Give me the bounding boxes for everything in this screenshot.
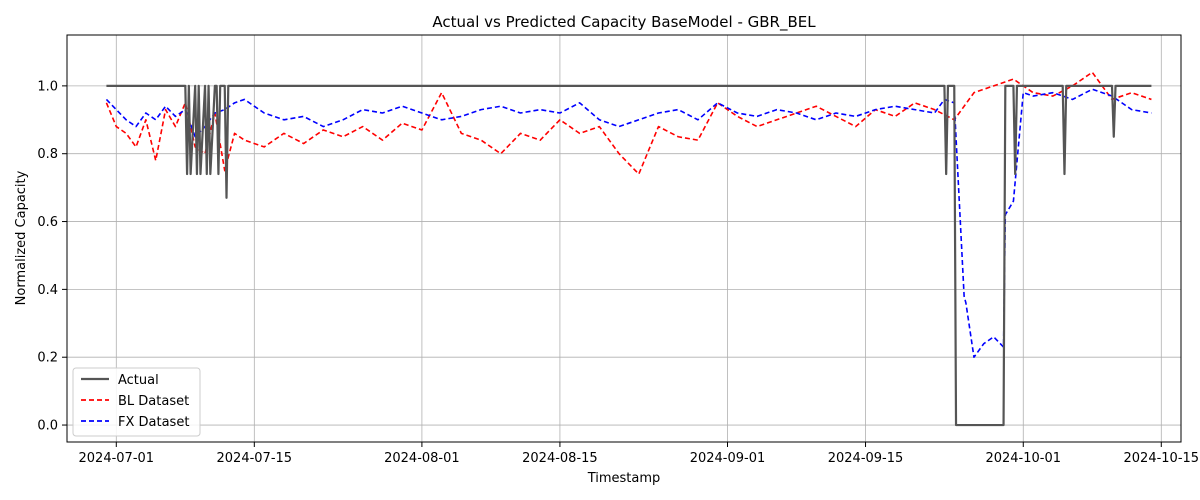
x-tick-label: 2024-09-01 bbox=[690, 451, 766, 466]
x-tick-label: 2024-07-01 bbox=[79, 451, 155, 466]
x-tick-label: 2024-08-01 bbox=[384, 451, 460, 466]
y-tick-label: 0.2 bbox=[37, 351, 58, 366]
x-tick-label: 2024-09-15 bbox=[828, 451, 904, 466]
y-axis: 0.0 0.2 0.4 0.6 0.8 1.0 bbox=[37, 79, 67, 434]
x-axis: 2024-07-01 2024-07-15 2024-08-01 2024-08-15… bbox=[79, 442, 1200, 466]
legend-box bbox=[72, 367, 201, 437]
y-tick-label: 0.4 bbox=[37, 283, 58, 298]
y-tick-label: 0.8 bbox=[37, 147, 58, 162]
x-axis-label: Timestamp bbox=[587, 471, 661, 486]
legend-label-bl: BL Dataset bbox=[118, 394, 189, 409]
x-tick-label: 2024-10-01 bbox=[985, 451, 1061, 466]
series-line-fx bbox=[105, 88, 1152, 359]
y-tick-label: 1.0 bbox=[37, 79, 58, 94]
y-axis-label: Normalized Capacity bbox=[14, 170, 29, 305]
legend-label-fx: FX Dataset bbox=[118, 415, 189, 430]
x-tick-label: 2024-07-15 bbox=[217, 451, 293, 466]
y-tick-label: 0.0 bbox=[37, 419, 58, 434]
x-tick-label: 2024-08-15 bbox=[522, 451, 598, 466]
legend: Actual BL Dataset FX Dataset bbox=[72, 367, 201, 437]
series-line-actual bbox=[106, 84, 1152, 427]
series-layer bbox=[105, 71, 1152, 427]
legend-label-actual: Actual bbox=[118, 373, 159, 388]
plot-frame bbox=[66, 34, 1182, 443]
chart-title: Actual vs Predicted Capacity BaseModel -… bbox=[432, 13, 816, 32]
y-tick-label: 0.6 bbox=[37, 215, 58, 230]
x-tick-label: 2024-10-15 bbox=[1124, 451, 1200, 466]
